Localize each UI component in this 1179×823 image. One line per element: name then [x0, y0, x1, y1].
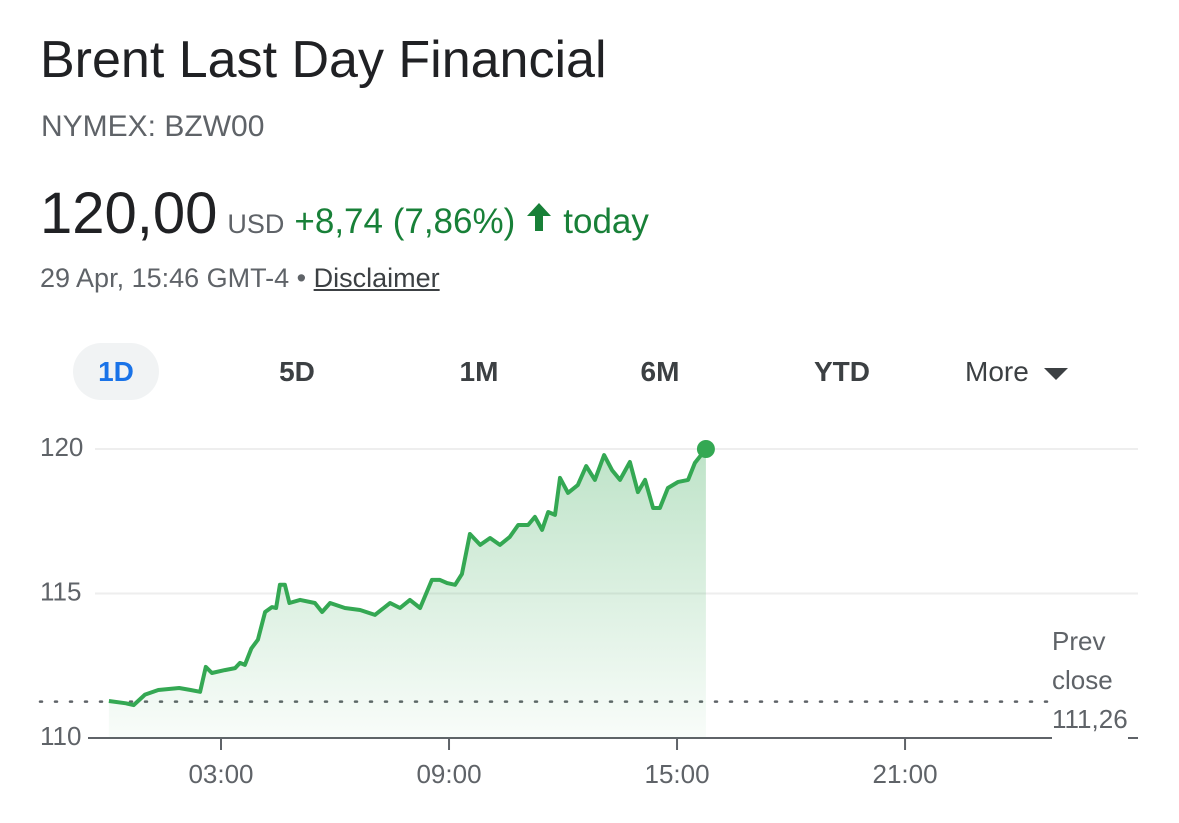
ticker: NYMEX: BZW00: [41, 110, 265, 143]
currency: USD: [227, 209, 285, 239]
price: 120,00: [40, 181, 218, 246]
range-tab[interactable]: YTD: [814, 356, 870, 387]
title: Brent Last Day Financial: [40, 31, 607, 89]
prev-close-value: 111,26: [1052, 700, 1128, 739]
change: +8,74 (7,86%): [294, 202, 516, 241]
y-tick-label: 115: [40, 576, 81, 606]
range-tab[interactable]: 5D: [279, 356, 315, 387]
timestamp: 29 Apr, 15:46 GMT-4: [40, 263, 290, 293]
prev-close-title: Prev close: [1052, 622, 1142, 700]
disclaimer-link[interactable]: Disclaimer: [313, 263, 440, 293]
price-row: 120,00 USD +8,74 (7,86%) today: [40, 180, 649, 247]
up-arrow: [527, 203, 552, 231]
x-tick-label: 15:00: [644, 759, 709, 789]
timestamp-row: 29 Apr, 15:46 GMT-4 • Disclaimer: [40, 263, 440, 293]
area: [108, 449, 706, 738]
range-tab[interactable]: 1M: [459, 356, 499, 387]
range-tab[interactable]: 1D: [73, 343, 159, 400]
price-line: [108, 447, 708, 708]
range-tab[interactable]: 6M: [640, 356, 680, 387]
y-tick-label: 110: [40, 721, 81, 751]
last-point: [696, 440, 715, 458]
y-tick-label: 120: [40, 432, 83, 462]
more-label: More: [965, 356, 1029, 387]
dropdown-icon: [1043, 367, 1068, 380]
period: today: [563, 202, 649, 241]
x-tick-label: 09:00: [416, 759, 481, 789]
x-tick-label: 21:00: [873, 759, 938, 789]
more-button[interactable]: More: [965, 343, 1069, 400]
x-tick-label: 03:00: [188, 759, 253, 789]
